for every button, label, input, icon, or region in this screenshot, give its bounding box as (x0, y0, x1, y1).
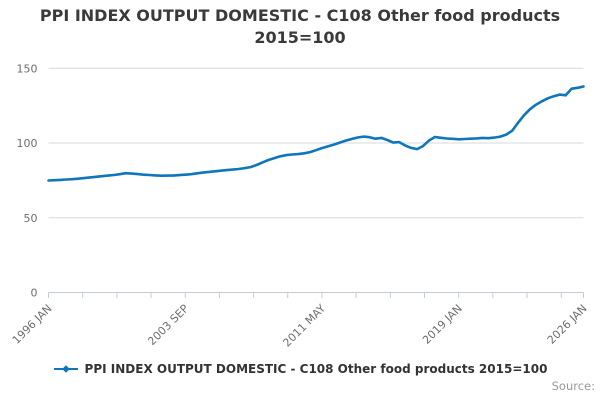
y-axis-label: 50 (24, 212, 38, 225)
chart-title-line1: PPI INDEX OUTPUT DOMESTIC - C108 Other f… (39, 6, 561, 25)
x-axis-label: 2019 JAN (420, 302, 465, 347)
legend-diamond (61, 365, 70, 373)
y-axis-label: 150 (17, 62, 38, 75)
x-axis-label: 1996 JAN (10, 302, 55, 347)
page-title: PPI INDEX OUTPUT DOMESTIC - C108 Other f… (0, 5, 600, 49)
source-label: Source: (551, 379, 595, 393)
x-axis-label: 2003 SEP (145, 302, 191, 348)
legend-label: PPI INDEX OUTPUT DOMESTIC - C108 Other f… (84, 362, 548, 376)
y-axis-label: 100 (17, 137, 38, 150)
y-axis-label: 0 (31, 287, 38, 300)
chart-title-line2: 2015=100 (254, 28, 346, 47)
x-axis-label: 2011 MAY (280, 302, 328, 350)
legend-line-marker-icon (53, 365, 78, 373)
x-axis-label: 2026 JAN (545, 302, 590, 347)
legend-item[interactable]: PPI INDEX OUTPUT DOMESTIC - C108 Other f… (0, 362, 600, 376)
series-line[interactable] (47, 85, 585, 182)
